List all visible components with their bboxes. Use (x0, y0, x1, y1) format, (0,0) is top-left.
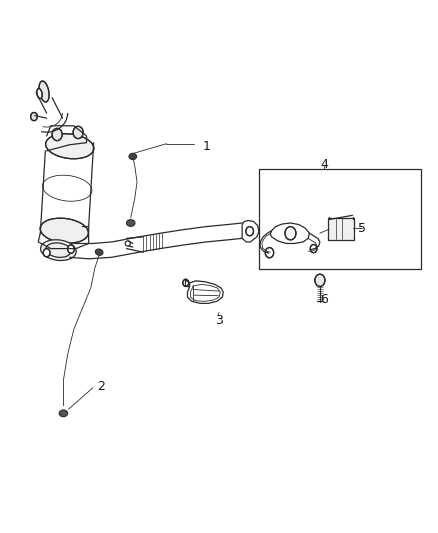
Ellipse shape (39, 81, 49, 102)
Ellipse shape (46, 134, 94, 159)
Text: 3: 3 (215, 314, 223, 327)
Circle shape (246, 227, 254, 236)
FancyBboxPatch shape (328, 218, 354, 240)
Circle shape (73, 126, 83, 139)
Circle shape (52, 128, 62, 141)
Circle shape (310, 245, 317, 253)
Text: 2: 2 (97, 380, 105, 393)
Circle shape (183, 279, 189, 286)
Circle shape (67, 245, 74, 253)
Ellipse shape (127, 220, 135, 227)
Ellipse shape (59, 410, 67, 417)
Ellipse shape (129, 154, 137, 159)
Circle shape (285, 227, 296, 240)
Text: 6: 6 (320, 293, 328, 306)
Circle shape (43, 248, 50, 257)
Bar (259, 169, 421, 269)
Ellipse shape (37, 88, 42, 99)
Text: 5: 5 (358, 222, 366, 235)
Text: 1: 1 (202, 140, 210, 153)
Circle shape (315, 274, 325, 286)
Ellipse shape (40, 218, 88, 243)
Ellipse shape (95, 249, 103, 255)
Ellipse shape (41, 240, 76, 261)
Text: 4: 4 (320, 158, 328, 171)
Circle shape (265, 247, 274, 258)
Circle shape (31, 112, 37, 120)
